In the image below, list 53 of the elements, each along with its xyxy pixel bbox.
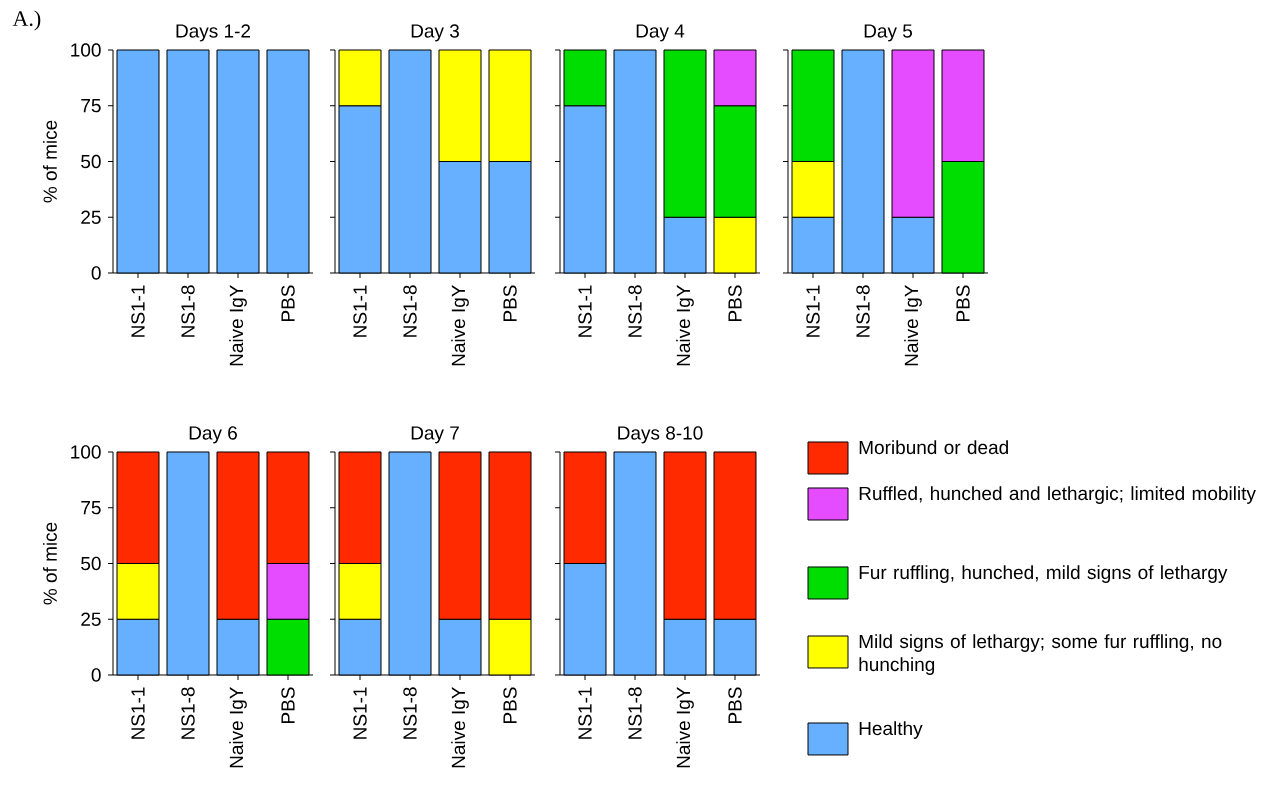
y-tick-label: 75 — [81, 99, 101, 113]
y-axis-title: % of mice — [42, 120, 57, 203]
legend-label: Ruffled, hunched and lethargic; limited mobility — [859, 486, 1256, 504]
chart-title: Day 5 — [864, 24, 912, 42]
x-tick-label: Naive IgY — [229, 686, 247, 768]
x-tick-label: PBS — [503, 285, 517, 321]
text: A.) — [12, 10, 41, 31]
legend-label: Mild signs of lethargy; some fur ruffling, no hunching — [859, 634, 1222, 675]
x-tick-label: NS1-8 — [628, 687, 642, 739]
y-axis-title: % of mice — [42, 522, 57, 605]
x-tick-label: Naive IgY — [451, 284, 469, 366]
x-tick-label: NS1-8 — [856, 285, 870, 337]
x-tick-label: Naive IgY — [676, 686, 694, 768]
x-tick-label: PBS — [281, 687, 295, 723]
y-tick-label: 100 — [71, 445, 101, 459]
x-tick-label: NS1-1 — [806, 285, 820, 337]
x-tick-label: NS1-1 — [353, 687, 367, 739]
legend-label: Fur ruffling, hunched, mild signs of lethargy — [859, 565, 1228, 583]
x-tick-label: PBS — [503, 687, 517, 723]
x-tick-label: Naive IgY — [451, 686, 469, 768]
x-tick-label: NS1-8 — [181, 687, 195, 739]
x-tick-label: PBS — [956, 285, 970, 321]
chart-title: Day 7 — [411, 426, 459, 444]
y-tick-label: 0 — [91, 266, 101, 280]
x-tick-label: NS1-1 — [131, 687, 145, 739]
chart-title: Day 4 — [636, 24, 685, 42]
chart-title: Days 1-2 — [176, 24, 251, 42]
y-tick-label: 0 — [91, 668, 101, 682]
y-tick-label: 50 — [81, 154, 101, 169]
x-tick-label: NS1-1 — [353, 285, 367, 337]
y-tick-label: 25 — [81, 612, 101, 626]
chart-title: Day 3 — [411, 24, 459, 42]
y-tick-label: 100 — [71, 43, 101, 57]
y-tick-label: 50 — [81, 556, 101, 571]
x-tick-label: Naive IgY — [676, 284, 694, 366]
chart-title: Days 8-10 — [618, 426, 703, 444]
legend-label: Moribund or dead — [859, 440, 1008, 455]
legend-label: Healthy — [859, 721, 923, 739]
x-tick-label: NS1-8 — [181, 285, 195, 337]
chart-title: Day 6 — [189, 426, 237, 444]
x-tick-label: Naive IgY — [229, 284, 247, 366]
x-tick-label: NS1-8 — [628, 285, 642, 337]
x-tick-label: NS1-8 — [403, 285, 417, 337]
x-tick-label: NS1-1 — [578, 285, 592, 337]
y-tick-label: 25 — [81, 210, 101, 224]
x-tick-label: Naive IgY — [904, 284, 922, 366]
x-tick-label: PBS — [281, 285, 295, 321]
x-tick-label: NS1-8 — [403, 687, 417, 739]
x-tick-label: PBS — [728, 285, 742, 321]
x-tick-label: NS1-1 — [578, 687, 592, 739]
x-tick-label: PBS — [728, 687, 742, 723]
x-tick-label: NS1-1 — [131, 285, 145, 337]
y-tick-label: 75 — [81, 501, 101, 515]
